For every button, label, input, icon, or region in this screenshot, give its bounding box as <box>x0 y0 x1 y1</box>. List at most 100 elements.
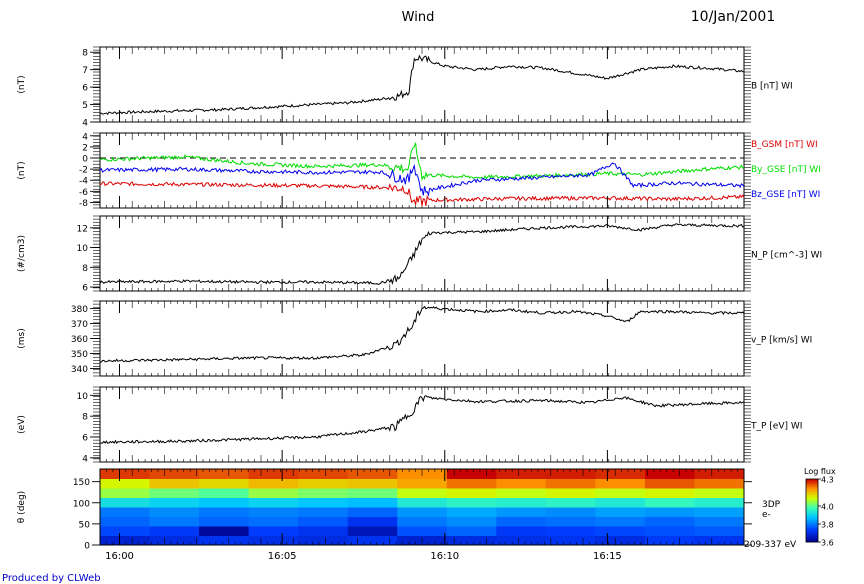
time-tick-label: 16:15 <box>593 551 622 562</box>
panel-3dp-cell <box>298 497 349 508</box>
panel-3dp-side-label-instrument: 3DP <box>762 500 781 510</box>
panel-3dp-cell <box>397 478 448 489</box>
panel-b-gsm-ytick-label: -4 <box>79 177 88 187</box>
panel-3dp-cell <box>347 469 398 479</box>
panel-3dp-cell <box>595 507 646 517</box>
panel-b-gsm-ytick-label: -2 <box>79 166 88 176</box>
panel-3dp-cell <box>595 535 646 546</box>
panel-3dp-cell <box>496 497 547 508</box>
panel-3dp-cell <box>496 488 547 498</box>
panel-3dp-cell <box>595 469 646 479</box>
panel-3dp-cell <box>446 478 497 489</box>
panel-v-p-ytick-label: 380 <box>71 305 88 315</box>
panel-3dp-side-label-energy: 209-337 eV <box>744 540 797 550</box>
panel-t-p-ytick-label: 10 <box>77 392 89 402</box>
colorbar-band <box>806 537 818 540</box>
panel-3dp-cell <box>595 526 646 536</box>
panel-3dp-cell <box>446 516 497 527</box>
panel-3dp-cell <box>248 478 299 489</box>
panel-v-p-ytick-label: 370 <box>71 320 88 330</box>
panel-3dp-cell <box>248 516 299 527</box>
panel-v-p-legend-0: v_P [km/s] WI <box>751 336 812 346</box>
colorbar-band <box>806 508 818 511</box>
panel-3dp-cell <box>248 526 299 536</box>
panel-3dp-cell <box>595 516 646 527</box>
panel-b-gsm-legend-1: By_GSE [nT] WI <box>751 165 821 175</box>
panel-3dp-ytick-label: 0 <box>84 542 90 552</box>
panel-3dp-cell <box>149 526 200 536</box>
colorbar-band <box>806 530 818 533</box>
panel-3dp-cell <box>199 497 250 508</box>
panel-3dp-cell <box>298 526 349 536</box>
colorbar-band <box>806 499 818 502</box>
panel-3dp-cell <box>100 488 151 498</box>
panel-3dp-ytick-label: 150 <box>73 478 90 488</box>
panel-b-ytick-label: 7 <box>82 66 88 76</box>
panel-3dp-cell <box>298 469 349 479</box>
panel-3dp-cell <box>397 507 448 517</box>
colorbar-band <box>806 524 818 527</box>
panel-3dp-cell <box>595 488 646 498</box>
panel-3dp-cell <box>149 488 200 498</box>
colorbar-band <box>806 519 818 522</box>
panel-3dp-ytick-label: 50 <box>79 520 91 530</box>
panel-3dp-side-label-species: e- <box>762 510 771 520</box>
panel-3dp-cell <box>199 469 250 479</box>
panel-3dp-cell <box>149 516 200 527</box>
panel-3dp-cell <box>298 507 349 517</box>
panel-b-gsm-ytick-label: -8 <box>79 199 88 209</box>
panel-t-p-ytick-label: 4 <box>82 454 88 464</box>
panel-3dp-cell <box>595 497 646 508</box>
panel-t-p: 4 6 8 10 (eV) T_P [eV] WI <box>17 386 802 464</box>
colorbar-band <box>806 529 818 532</box>
panel-3dp-cell <box>149 535 200 546</box>
panel-3dp-cell <box>298 478 349 489</box>
panel-3dp-cell <box>298 488 349 498</box>
colorbar-band <box>806 515 818 518</box>
time-tick-label: 16:10 <box>430 551 459 562</box>
panel-3dp-cell <box>545 526 596 536</box>
panel-3dp-cell <box>694 488 745 498</box>
panel-3dp-cell <box>694 516 745 527</box>
panel-3dp-cell <box>446 469 497 479</box>
colorbar-band <box>806 534 818 537</box>
colorbar-band <box>806 493 818 496</box>
panel-3dp-cell <box>496 535 547 546</box>
panel-3dp-cell <box>496 516 547 527</box>
panel-3dp-cell <box>644 507 695 517</box>
colorbar-band <box>806 507 818 510</box>
colorbar-band <box>806 521 818 524</box>
panel-b-ylabel: (nT) <box>17 75 27 93</box>
colorbar-band <box>806 488 818 491</box>
panel-3dp-cell <box>694 478 745 489</box>
panel-3dp-cell <box>199 516 250 527</box>
panel-b-gsm-legend-0: B_GSM [nT] WI <box>751 140 818 150</box>
panel-b-gsm-ytick-label: 4 <box>82 132 88 142</box>
colorbar-title: Log flux <box>804 467 836 476</box>
panel-v-p-ytick-label: 350 <box>71 350 88 360</box>
panel-3dp-cell <box>149 507 200 517</box>
colorbar-band <box>806 510 818 513</box>
panel-3dp-cell <box>545 535 596 546</box>
panel-3dp-cell <box>199 526 250 536</box>
time-tick-label: 16:00 <box>105 551 134 562</box>
panel-b-gsm-ytick-label: 0 <box>82 155 88 165</box>
panel-3dp-cell <box>347 535 398 546</box>
panel-3dp-cell <box>298 516 349 527</box>
panel-3dp-cell <box>199 507 250 517</box>
time-tick-label: 16:05 <box>268 551 297 562</box>
colorbar-band <box>806 538 818 541</box>
panel-3dp-cell <box>545 469 596 479</box>
panel-b-legend-0: B [nT] WI <box>751 82 793 92</box>
colorbar-band <box>806 513 818 516</box>
panel-3dp-cell <box>347 507 398 517</box>
colorbar-band <box>806 491 818 494</box>
panel-3dp-cell <box>644 516 695 527</box>
colorbar-band <box>806 480 818 483</box>
colorbar-band <box>806 483 818 486</box>
colorbar-band <box>806 486 818 489</box>
panel-b-ytick-label: 8 <box>82 49 88 59</box>
panel-3dp-cell <box>199 535 250 546</box>
